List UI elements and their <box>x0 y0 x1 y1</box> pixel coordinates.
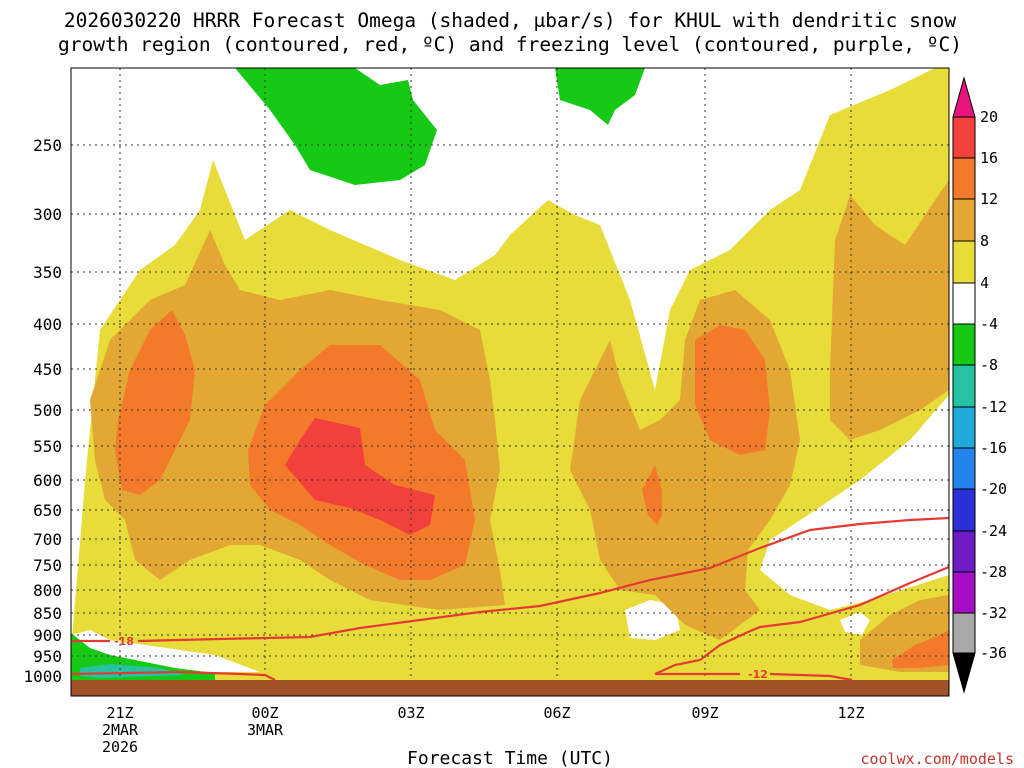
colorbar-swatch-neg24-neg20 <box>952 488 976 532</box>
colorbar-swatch-4-8 <box>952 240 976 284</box>
y-axis: 250 300 350 400 450 500 550 600 650 700 … <box>23 136 62 686</box>
x-tick-21z-year: 2026 <box>102 738 138 756</box>
colorbar-label-neg28: -28 <box>980 563 1007 581</box>
x-tick-12z: 12Z <box>837 704 864 722</box>
omega-region-16-20 <box>285 418 435 535</box>
colorbar-top-arrow <box>952 76 976 118</box>
colorbar-label-neg32: -32 <box>980 604 1007 622</box>
omega-white-hole-right <box>840 612 870 635</box>
colorbar-label-8: 8 <box>980 232 989 250</box>
x-tick-21z: 21Z <box>106 704 133 722</box>
plot-border <box>70 67 950 697</box>
omega-white-hole-center <box>625 600 680 640</box>
contour-line-minus12-bottom <box>655 672 853 682</box>
colorbar-label-neg20: -20 <box>980 480 1007 498</box>
contour-label-minus12: -12 <box>748 668 768 681</box>
y-tick-800: 800 <box>33 581 62 600</box>
colorbar-label-neg8: -8 <box>980 356 998 374</box>
y-tick-750: 750 <box>33 556 62 575</box>
colorbar-label-neg4: -4 <box>980 315 998 333</box>
colorbar-swatch-neg20-neg16 <box>952 447 976 490</box>
colorbar-label-neg24: -24 <box>980 522 1007 540</box>
y-tick-550: 550 <box>33 437 62 456</box>
x-tick-03z: 03Z <box>397 704 424 722</box>
x-tick-00z: 00Z <box>251 704 278 722</box>
omega-region-neg8-neg12-bottom <box>80 664 185 678</box>
colorbar-label-16: 16 <box>980 149 998 167</box>
x-tick-00z-date: 3MAR <box>247 721 284 739</box>
colorbar-swatch-neg4-4 <box>952 282 976 325</box>
y-tick-900: 900 <box>33 626 62 645</box>
x-tick-21z-date: 2MAR <box>102 721 139 739</box>
colorbar-swatch-neg32-neg28 <box>952 571 976 614</box>
colorbar-label-neg36: -36 <box>980 644 1007 662</box>
omega-region-12-16-mid <box>695 325 770 455</box>
contour-line-minus18 <box>71 516 950 643</box>
colorbar-label-4: 4 <box>980 274 989 292</box>
y-tick-250: 250 <box>33 136 62 155</box>
omega-region-12-16-right <box>892 630 949 668</box>
colorbar-bottom-arrow <box>952 652 976 694</box>
y-tick-300: 300 <box>33 205 62 224</box>
colorbar-swatch-neg36-neg32 <box>952 612 976 654</box>
x-axis: 21Z 2MAR 2026 00Z 3MAR 03Z 06Z 09Z 12Z <box>102 704 865 756</box>
omega-region-12-16-left <box>115 310 195 495</box>
x-axis-label: Forecast Time (UTC) <box>407 748 613 768</box>
colorbar-swatch-12-16 <box>952 157 976 200</box>
chart-title-line2: growth region (contoured, red, ºC) and f… <box>58 33 962 56</box>
colorbar: 20 16 12 8 4 -4 -8 -12 -16 -20 -24 -28 -… <box>952 76 1007 694</box>
gridlines <box>71 68 949 680</box>
plot-area: -18 -12 <box>70 67 950 697</box>
contour-label-minus18: -18 <box>114 635 134 648</box>
colorbar-swatch-neg12-neg8 <box>952 364 976 408</box>
contour-line-minus12-left <box>70 670 276 681</box>
omega-region-neg4-neg8-top-mid <box>555 68 645 125</box>
colorbar-label-neg16: -16 <box>980 439 1007 457</box>
colorbar-swatch-neg8-neg4 <box>952 323 976 366</box>
y-tick-650: 650 <box>33 501 62 520</box>
omega-region-neg4-neg8-top-left <box>235 68 437 185</box>
y-tick-400: 400 <box>33 315 62 334</box>
y-tick-350: 350 <box>33 263 62 282</box>
colorbar-swatch-neg16-neg12 <box>952 406 976 449</box>
y-tick-500: 500 <box>33 401 62 420</box>
colorbar-label-neg12: -12 <box>980 398 1007 416</box>
credit-text: coolwx.com/models <box>860 750 1014 768</box>
colorbar-label-12: 12 <box>980 190 998 208</box>
y-tick-950: 950 <box>33 647 62 666</box>
ground-surface <box>71 680 949 696</box>
y-tick-850: 850 <box>33 604 62 623</box>
y-tick-600: 600 <box>33 471 62 490</box>
omega-region-8-12-right-upper <box>830 180 949 440</box>
colorbar-swatch-8-12 <box>952 198 976 242</box>
y-tick-1000: 1000 <box>23 667 62 686</box>
colorbar-swatch-16-20 <box>952 116 976 159</box>
y-tick-450: 450 <box>33 360 62 379</box>
colorbar-label-20: 20 <box>980 108 998 126</box>
x-tick-09z: 09Z <box>691 704 718 722</box>
contour-line-minus12-right <box>654 565 950 676</box>
colorbar-swatch-neg28-neg24 <box>952 530 976 573</box>
x-tick-06z: 06Z <box>543 704 570 722</box>
y-tick-700: 700 <box>33 530 62 549</box>
chart-title-line1: 2026030220 HRRR Forecast Omega (shaded, … <box>64 9 956 32</box>
